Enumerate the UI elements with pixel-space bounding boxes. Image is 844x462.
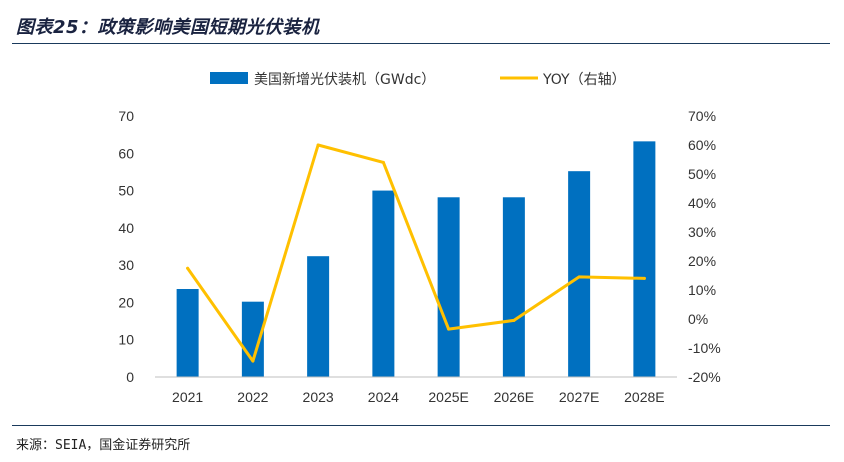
- y-left-tick-label: 0: [126, 369, 134, 385]
- y-right-tick-label: 70%: [688, 108, 716, 124]
- yoy-point: [381, 160, 385, 164]
- x-tick-label: 2022: [237, 389, 268, 405]
- x-tick-label: 2025E: [428, 389, 468, 405]
- bar: [568, 171, 591, 377]
- y-axis-right: -20% -10% 0% 10% 20% 30% 40% 50% 60% 70%: [688, 108, 721, 385]
- y-left-tick-label: 20: [118, 294, 134, 310]
- bar: [176, 289, 199, 377]
- x-axis: 2021 2022 2023 2024 2025E 2026E 2027E 2028E: [172, 389, 665, 405]
- title-divider: [12, 43, 830, 44]
- y-right-tick-label: 10%: [688, 282, 716, 298]
- line-series: [186, 143, 646, 363]
- y-axis-left: 0 10 20 30 40 50 60 70: [118, 108, 134, 385]
- x-tick-label: 2028E: [624, 389, 664, 405]
- bar: [437, 197, 460, 377]
- y-left-tick-label: 60: [118, 145, 134, 161]
- y-right-tick-label: 0%: [688, 311, 708, 327]
- yoy-point: [186, 266, 190, 270]
- yoy-point: [316, 143, 320, 147]
- y-left-tick-label: 70: [118, 108, 134, 124]
- figure-title: 图表25：政策影响美国短期光伏装机: [16, 17, 320, 38]
- legend-label-line: YOY（右轴）: [542, 72, 626, 88]
- yoy-point: [577, 275, 581, 279]
- source-divider: [12, 425, 830, 426]
- source-note: 来源：SEIA，国金证券研究所: [16, 438, 191, 453]
- x-tick-label: 2027E: [559, 389, 599, 405]
- legend-swatch-bar: [210, 72, 248, 84]
- bar: [502, 197, 525, 377]
- y-left-tick-label: 40: [118, 220, 134, 236]
- bar-series: [176, 141, 656, 377]
- x-tick-label: 2024: [368, 389, 399, 405]
- legend-label-bar: 美国新增光伏装机（GWdc）: [254, 72, 435, 88]
- x-tick-label: 2026E: [494, 389, 534, 405]
- x-tick-label: 2021: [172, 389, 203, 405]
- y-right-tick-label: -10%: [688, 340, 721, 356]
- yoy-line: [186, 143, 646, 363]
- y-right-tick-label: 40%: [688, 195, 716, 211]
- yoy-point: [447, 327, 451, 331]
- y-right-tick-label: 60%: [688, 137, 716, 153]
- y-left-tick-label: 50: [118, 183, 134, 199]
- yoy-point: [642, 276, 646, 280]
- yoy-point: [512, 318, 516, 322]
- y-left-tick-label: 10: [118, 332, 134, 348]
- yoy-point: [251, 359, 255, 363]
- bar: [372, 190, 395, 377]
- bar: [241, 301, 264, 377]
- y-right-tick-label: 20%: [688, 253, 716, 269]
- y-right-tick-label: 30%: [688, 224, 716, 240]
- legend: 美国新增光伏装机（GWdc） YOY（右轴）: [210, 72, 626, 88]
- y-left-tick-label: 30: [118, 257, 134, 273]
- bar: [307, 256, 330, 377]
- bar: [633, 141, 656, 377]
- y-right-tick-label: -20%: [688, 369, 721, 385]
- x-tick-label: 2023: [303, 389, 334, 405]
- y-right-tick-label: 50%: [688, 166, 716, 182]
